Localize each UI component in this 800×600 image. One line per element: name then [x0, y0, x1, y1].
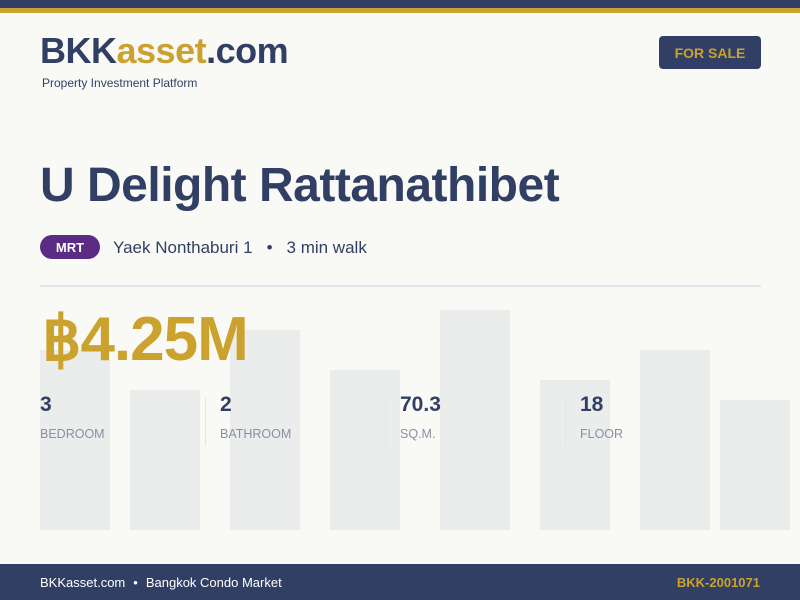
top-stripe-navy — [0, 0, 800, 8]
station-info: Yaek Nonthaburi 1 • 3 min walk — [113, 238, 367, 258]
separator-dot: • — [266, 238, 273, 257]
walk-time: 3 min walk — [286, 238, 367, 257]
footer-market: Bangkok Condo Market — [145, 574, 282, 590]
stat-bathroom: 2 BATHROOM — [220, 393, 291, 441]
stat-label: SQ.M. — [400, 427, 436, 441]
decorative-bar — [720, 400, 790, 530]
stat-value: 18 — [580, 393, 604, 416]
stat-label: BEDROOM — [40, 427, 105, 441]
stat-area: 70.3 SQ.M. — [400, 393, 441, 441]
decorative-bar — [330, 370, 400, 530]
stat-value: 2 — [220, 393, 232, 416]
price: ฿4.25M — [42, 305, 249, 374]
decorative-bar — [540, 380, 610, 530]
decorative-bar — [440, 310, 510, 530]
stat-divider — [205, 398, 206, 446]
logo-part: asset — [116, 30, 207, 71]
stat-value: 3 — [40, 393, 52, 416]
stat-label: BATHROOM — [220, 427, 292, 441]
stat-divider — [565, 398, 566, 446]
decorative-bar — [640, 350, 710, 530]
stat-divider — [385, 398, 386, 446]
stat-value: 70.3 — [400, 393, 441, 416]
logo-part: BKK — [40, 30, 117, 71]
listing-title: U Delight Rattanathibet — [40, 159, 560, 212]
decorative-bar — [130, 390, 200, 530]
station-name: Yaek Nonthaburi 1 — [113, 238, 253, 257]
separator-dot: • — [133, 574, 138, 590]
footer: BKKasset.com • Bangkok Condo Market BKK-… — [0, 564, 800, 600]
decorative-bar — [40, 350, 110, 530]
brand-tagline: Property Investment Platform — [42, 76, 198, 90]
brand-logo: BKKasset.com — [40, 30, 289, 72]
stat-bedroom: 3 BEDROOM — [40, 393, 105, 441]
stat-floor: 18 FLOOR — [580, 393, 623, 441]
listing-reference: BKK-2001071 — [676, 574, 760, 590]
decorative-bar — [230, 330, 300, 530]
transit-badge: MRT — [40, 235, 100, 259]
top-stripe-gold — [0, 8, 800, 13]
logo-part: .com — [206, 30, 289, 71]
footer-site: BKKasset.com — [40, 574, 126, 590]
stat-label: FLOOR — [580, 427, 624, 441]
divider — [40, 285, 761, 287]
for-sale-badge: FOR SALE — [659, 36, 761, 69]
